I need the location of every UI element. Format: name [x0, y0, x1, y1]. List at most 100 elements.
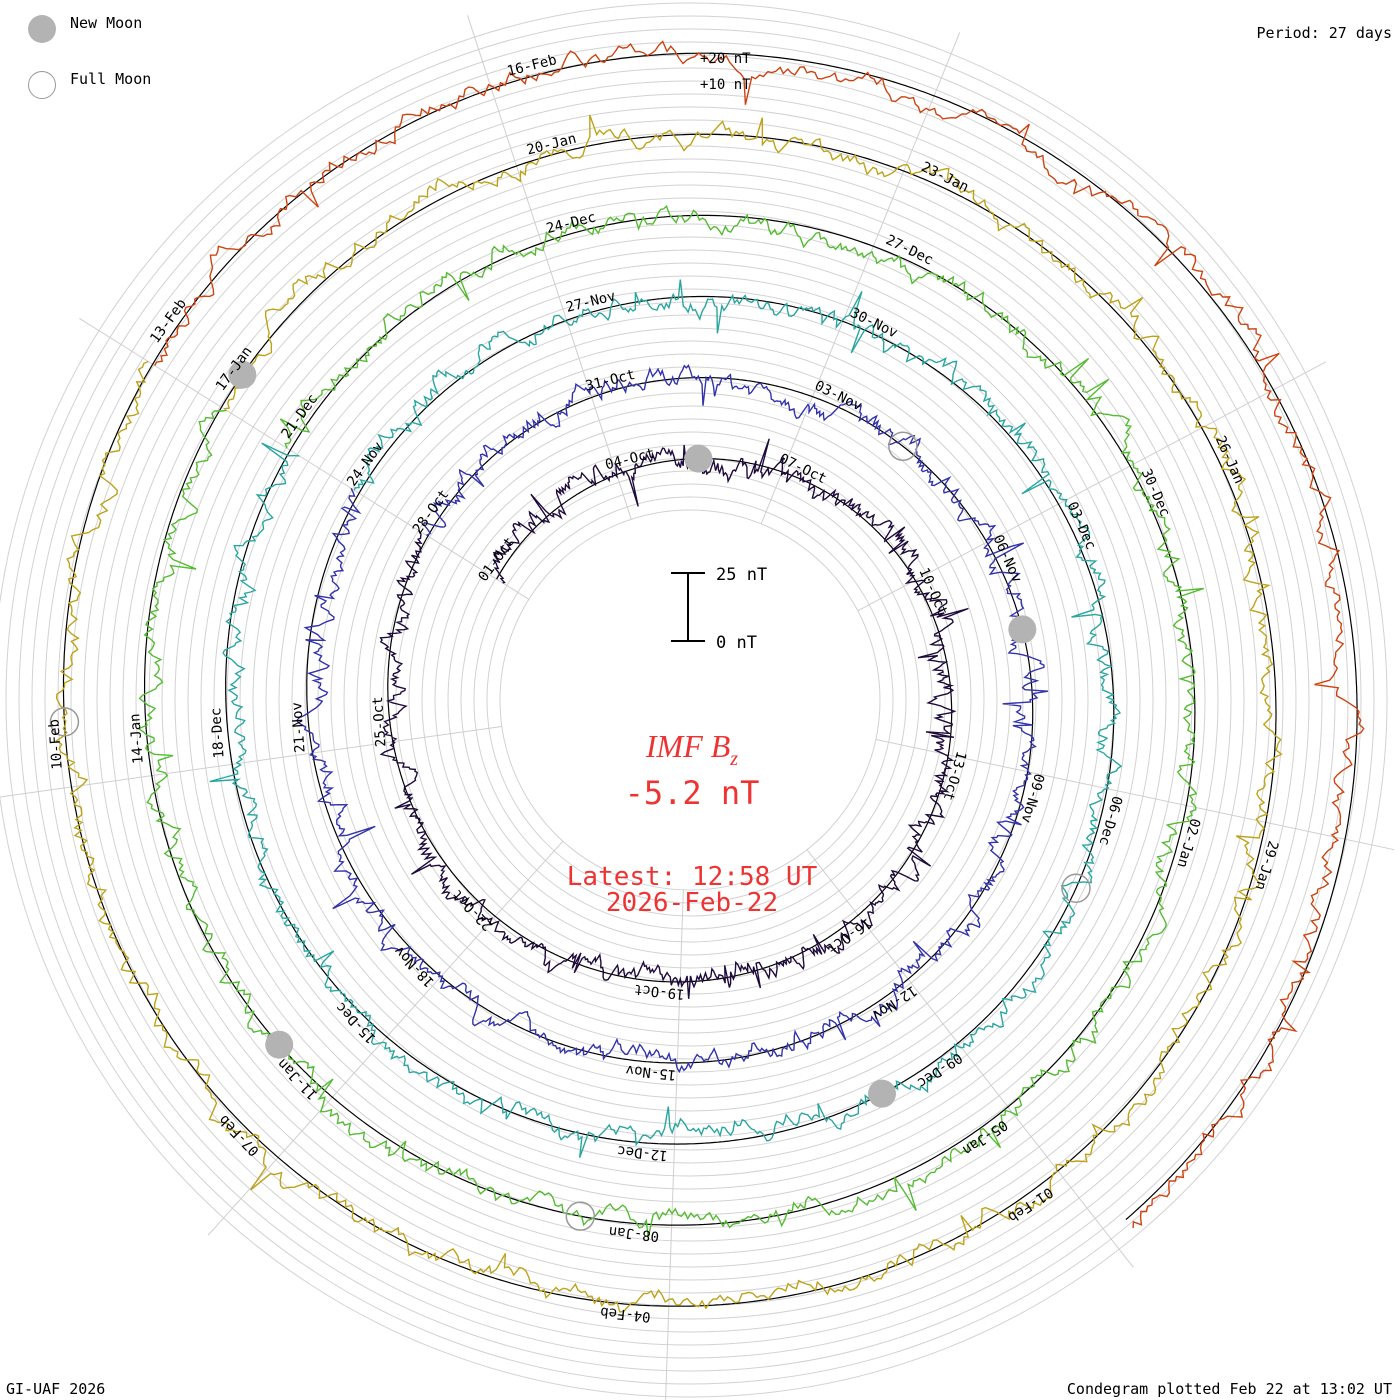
grid-ring — [304, 314, 1076, 1086]
date-label: 12-Dec — [616, 1142, 668, 1163]
trace-turn-6 — [154, 40, 1365, 1229]
radial-line — [806, 849, 1134, 1268]
zero-baseline-turn-6 — [152, 52, 1358, 1220]
grid-ring — [174, 184, 1206, 1216]
grid-ring — [213, 223, 1167, 1177]
grid-ring — [226, 236, 1154, 1164]
date-label: 28-Oct — [410, 487, 453, 537]
chart-title-main: IMF B — [645, 728, 730, 764]
grid-ring — [356, 366, 1024, 1034]
zero-baseline-turn-5 — [62, 133, 1277, 1307]
grid-ring — [122, 132, 1258, 1268]
grid-ring — [395, 405, 985, 995]
date-label: 03-Nov — [812, 378, 864, 415]
date-label: 04-Feb — [599, 1303, 651, 1324]
grid-ring — [31, 41, 1349, 1359]
grid-ring — [369, 379, 1011, 1021]
new-moon-marker — [684, 444, 713, 473]
grid-ring — [382, 392, 998, 1008]
grid-ring — [200, 210, 1180, 1190]
radial-line — [467, 15, 632, 520]
radial-line — [665, 889, 684, 1400]
grid-ring — [187, 197, 1193, 1203]
new-moon-marker — [265, 1030, 294, 1059]
grid-ring — [434, 444, 946, 956]
trace-turn-3 — [209, 279, 1123, 1158]
date-label: 08-Jan — [608, 1223, 660, 1244]
full-moon-marker — [49, 707, 80, 737]
full-moon-marker — [565, 1201, 596, 1231]
chart-title: IMF Bz — [645, 728, 738, 770]
trace-turn-4 — [137, 204, 1205, 1238]
radial-line — [0, 725, 502, 798]
grid-ring — [499, 509, 881, 891]
grid-ring — [460, 470, 920, 930]
grid-ring — [161, 171, 1219, 1229]
period-label: Period: 27 days — [1256, 24, 1392, 42]
radial-line — [857, 361, 1326, 612]
grid-ring — [343, 353, 1037, 1047]
radial-line — [875, 739, 1395, 851]
new-moon-legend-icon — [28, 15, 56, 43]
full-moon-marker — [1061, 873, 1091, 904]
trace-turn-5 — [55, 114, 1283, 1313]
new-moon-marker — [228, 360, 257, 389]
chart-title-sub: z — [729, 748, 738, 770]
date-label: 19-Oct — [633, 981, 685, 1002]
zero-baselines — [62, 52, 1358, 1307]
grid-ring — [70, 80, 1310, 1320]
radial-line — [207, 840, 564, 1236]
footer-credit: GI-UAF 2026 — [6, 1380, 106, 1398]
full-moon-legend-icon — [28, 71, 56, 99]
zero-baseline-turn-3 — [225, 295, 1115, 1145]
date-label: 26-Jan — [1212, 433, 1247, 486]
radial-line — [760, 32, 961, 525]
date-label: 18-Dec — [208, 707, 227, 759]
scale-bar-top-label: 25 nT — [716, 565, 767, 585]
latest-time: Latest: 12:58 UT — [567, 862, 818, 892]
new-moon-marker — [868, 1079, 897, 1108]
current-value: -5.2 nT — [625, 774, 760, 812]
latest-date: 2026-Feb-22 — [606, 888, 778, 918]
new-moon-marker — [1008, 615, 1037, 644]
footer-plot-time: Condegram plotted Feb 22 at 13:02 UT — [1066, 1380, 1392, 1398]
grid-ring — [148, 158, 1232, 1242]
grid-ring — [44, 54, 1336, 1346]
grid-ring — [239, 249, 1141, 1151]
date-label: 10-Feb — [46, 719, 65, 771]
grid-ring — [473, 483, 907, 917]
grid-ring — [278, 288, 1102, 1112]
new-moon-legend-label: New Moon — [70, 14, 143, 32]
grid-ring — [421, 431, 959, 969]
scale-label-10: +10 nT — [700, 77, 751, 93]
date-label: 15-Nov — [625, 1061, 677, 1082]
grid-ring — [330, 340, 1050, 1060]
scale-label-20: +20 nT — [700, 51, 751, 67]
date-label: 22-Oct — [449, 886, 496, 933]
grid-ring — [109, 119, 1271, 1281]
grid-ring — [96, 106, 1284, 1294]
grid-ring — [317, 327, 1063, 1073]
date-label: 14-Jan — [127, 713, 146, 765]
date-label: 03-Dec — [1064, 499, 1099, 552]
date-label: 25-Oct — [370, 696, 389, 748]
grid-ring — [135, 145, 1245, 1255]
grid-ring — [291, 301, 1089, 1099]
radial-lines — [0, 15, 1395, 1400]
grid-ring — [252, 262, 1128, 1138]
date-label: 04-Oct — [604, 446, 657, 474]
trace-turn-2 — [296, 364, 1049, 1074]
full-moon-marker — [888, 431, 918, 462]
grid-ring — [486, 496, 894, 904]
full-moon-legend-label: Full Moon — [70, 70, 152, 88]
scale-bar — [671, 572, 705, 642]
grid-ring — [18, 28, 1362, 1372]
grid-ring — [5, 15, 1375, 1385]
data-traces — [55, 40, 1365, 1313]
scale-bar-bottom-label: 0 nT — [716, 633, 757, 653]
moon-markers — [49, 360, 1091, 1231]
